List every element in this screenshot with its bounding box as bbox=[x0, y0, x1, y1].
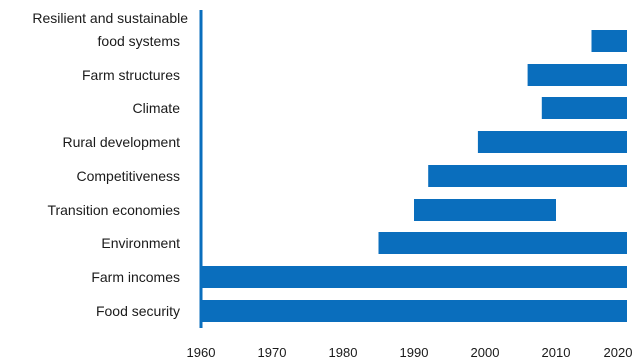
bar-1 bbox=[527, 64, 627, 86]
bars-group bbox=[201, 30, 627, 322]
x-tick-label-1970: 1970 bbox=[258, 345, 287, 360]
bar-8 bbox=[201, 300, 627, 322]
bar-2 bbox=[541, 97, 627, 119]
x-tick-label-2010: 2010 bbox=[542, 345, 571, 360]
category-label-0-line-1: food systems bbox=[98, 33, 180, 49]
bar-4 bbox=[428, 165, 627, 187]
x-tick-label-2000: 2000 bbox=[471, 345, 500, 360]
category-label-6: Environment bbox=[101, 235, 180, 251]
x-tick-label-2020: 2020 bbox=[604, 345, 633, 360]
category-label-1: Farm structures bbox=[82, 67, 180, 83]
category-label-2: Climate bbox=[133, 100, 181, 116]
bar-6 bbox=[378, 232, 627, 254]
category-label-5: Transition economies bbox=[47, 202, 180, 218]
category-label-7: Farm incomes bbox=[91, 269, 180, 285]
category-label-8: Food security bbox=[96, 303, 180, 319]
x-tick-label-1960: 1960 bbox=[187, 345, 216, 360]
category-label-3: Rural development bbox=[62, 134, 180, 150]
category-label-0-line-0: Resilient and sustainable bbox=[32, 10, 188, 26]
x-tick-label-1980: 1980 bbox=[329, 345, 358, 360]
bar-5 bbox=[414, 199, 556, 221]
bar-3 bbox=[477, 131, 627, 153]
category-labels: Resilient and sustainable food systems Far… bbox=[32, 10, 188, 319]
x-tick-label-1990: 1990 bbox=[400, 345, 429, 360]
x-tick-labels: 1960 1970 1980 1990 2000 2010 2020 bbox=[187, 345, 633, 360]
bar-0 bbox=[591, 30, 627, 52]
category-label-4: Competitiveness bbox=[77, 168, 181, 184]
bar-7 bbox=[201, 266, 627, 288]
